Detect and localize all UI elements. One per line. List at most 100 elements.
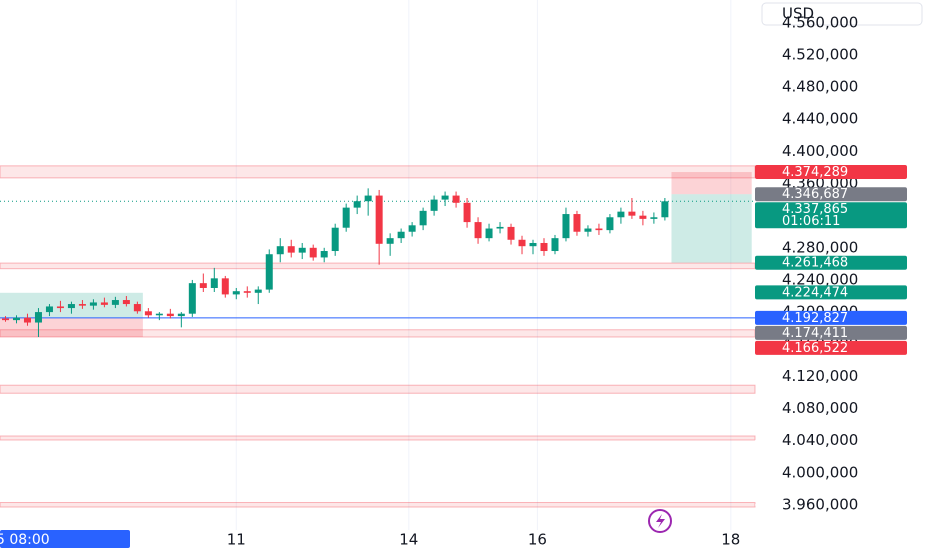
candle-body	[67, 304, 75, 309]
risk-box	[0, 317, 143, 337]
y-tick-label: 4.240,000	[782, 270, 858, 288]
candle	[507, 223, 515, 245]
candle	[199, 273, 207, 292]
zone	[0, 165, 756, 179]
candle-body	[276, 246, 284, 255]
candle	[419, 207, 427, 231]
candle	[265, 249, 273, 293]
price-badge-label: 4.337,865	[782, 202, 848, 217]
candle-body	[342, 207, 350, 228]
candle	[12, 315, 20, 324]
y-tick-label: 4.040,000	[782, 431, 858, 449]
candle-body	[78, 304, 86, 306]
candle	[166, 308, 174, 319]
price-badge-label: 4.261,468	[782, 256, 848, 271]
candle-body	[617, 211, 625, 218]
candle-body	[551, 238, 559, 252]
candle	[56, 300, 64, 313]
candle-body	[320, 251, 328, 258]
price-badge	[755, 165, 907, 180]
candle-body	[485, 228, 493, 239]
candle-body	[430, 199, 438, 211]
candle-body	[122, 300, 130, 305]
candle	[463, 197, 471, 228]
candle	[320, 247, 328, 263]
y-tick-label: 4.480,000	[782, 78, 858, 96]
candle-body	[199, 283, 207, 288]
candle-body	[89, 302, 97, 306]
zone	[0, 435, 756, 441]
candle	[177, 312, 185, 328]
x-tick-label: 11	[227, 531, 246, 549]
y-tick-label: 4.000,000	[782, 463, 858, 481]
candle-body	[375, 195, 383, 244]
price-badge	[755, 285, 907, 300]
candle-body	[628, 211, 636, 216]
candle-body	[606, 217, 614, 231]
candle	[331, 223, 339, 256]
candle-body	[496, 226, 504, 229]
price-badge	[755, 202, 907, 229]
candle-body	[562, 214, 570, 239]
candle	[298, 242, 306, 260]
y-tick-label: 4.520,000	[782, 45, 858, 63]
candle	[496, 222, 504, 234]
candle	[408, 222, 416, 237]
candle-body	[210, 278, 218, 288]
candle-body	[518, 239, 526, 247]
price-badge-label: 4.192,827	[782, 311, 848, 326]
candle-body	[573, 214, 581, 232]
candle	[639, 210, 647, 226]
candle	[628, 197, 636, 219]
candle	[122, 296, 130, 307]
candle-body	[331, 227, 339, 252]
candle-body	[507, 226, 515, 240]
price-badge-label: 4.166,522	[782, 341, 848, 356]
candle-body	[155, 313, 163, 316]
candle	[111, 296, 119, 309]
price-badge	[755, 310, 907, 325]
candle-body	[133, 304, 141, 312]
candle-body	[1, 318, 9, 321]
candle	[232, 287, 240, 300]
candle-body	[56, 306, 64, 309]
candle-body	[474, 222, 482, 239]
risk-box	[671, 172, 752, 195]
candle	[67, 301, 75, 314]
candle-body	[364, 195, 372, 202]
zone	[0, 502, 756, 508]
candle	[1, 316, 9, 322]
x-tick-label: 16	[528, 531, 547, 549]
candle	[188, 279, 196, 317]
flash-icon[interactable]	[648, 509, 672, 533]
candle-body	[287, 246, 295, 253]
candle	[397, 228, 405, 243]
candle	[595, 223, 603, 235]
candle-body	[100, 302, 108, 305]
candle	[386, 233, 394, 256]
candle	[45, 304, 53, 317]
candle	[155, 312, 163, 321]
candle-body	[111, 300, 119, 305]
candle-body	[408, 225, 416, 232]
candle-body	[177, 313, 185, 317]
price-badge-label: 4.374,289	[782, 165, 848, 180]
candle	[617, 207, 625, 224]
candle	[276, 238, 284, 263]
candle	[89, 299, 97, 310]
candle-body	[353, 201, 361, 208]
candle	[540, 238, 548, 256]
candle	[375, 189, 383, 265]
y-tick-label: 3.960,000	[782, 495, 858, 513]
candle-body	[639, 215, 647, 219]
y-tick-label: 4.280,000	[782, 238, 858, 256]
y-tick-label: 4.080,000	[782, 399, 858, 417]
y-tick-label: 4.560,000	[782, 13, 858, 31]
candle	[562, 207, 570, 242]
candle-body	[584, 228, 592, 232]
candle	[34, 308, 42, 337]
candle-body	[34, 312, 42, 323]
candle-body	[309, 247, 317, 258]
currency-box[interactable]	[761, 2, 923, 26]
candle	[254, 286, 262, 305]
